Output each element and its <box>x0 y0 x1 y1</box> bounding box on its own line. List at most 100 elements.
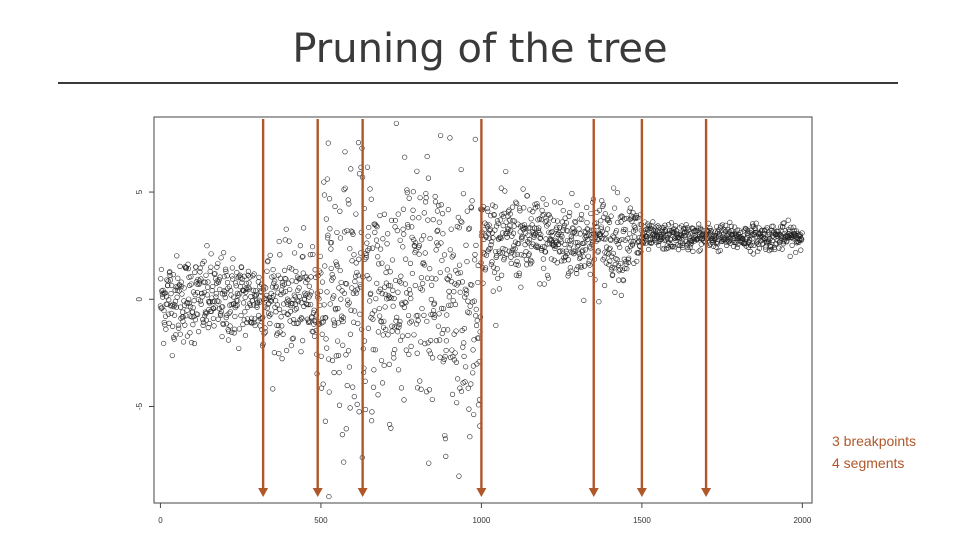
data-point <box>176 288 182 294</box>
data-point <box>344 297 351 303</box>
data-point <box>169 352 175 359</box>
data-point <box>374 280 380 286</box>
data-point <box>331 322 337 329</box>
data-point <box>327 301 333 307</box>
data-point <box>243 285 249 291</box>
breakpoint-arrow-head <box>701 488 712 497</box>
data-point <box>594 230 601 236</box>
data-point <box>386 283 392 289</box>
data-point <box>308 302 314 308</box>
data-point <box>673 228 680 234</box>
data-point <box>606 262 612 268</box>
data-point <box>420 280 426 287</box>
data-point <box>222 266 229 272</box>
data-point <box>403 256 409 262</box>
data-point <box>305 277 311 283</box>
data-point <box>267 320 273 327</box>
data-point <box>391 295 397 302</box>
data-point <box>488 242 494 248</box>
data-point <box>512 252 518 258</box>
data-point <box>787 253 793 259</box>
data-point <box>386 295 392 301</box>
data-point <box>368 196 374 202</box>
data-point <box>405 224 411 230</box>
data-point <box>534 244 540 251</box>
data-point <box>582 235 588 241</box>
data-point <box>199 294 205 300</box>
data-point <box>402 299 408 305</box>
data-point <box>216 299 222 305</box>
data-point <box>687 244 693 250</box>
data-point <box>456 280 462 286</box>
data-point <box>310 251 316 258</box>
data-point <box>578 264 584 271</box>
data-point <box>242 294 248 301</box>
data-point <box>438 240 444 246</box>
data-point <box>608 267 614 273</box>
data-point <box>173 304 180 310</box>
data-point <box>242 309 248 315</box>
data-point <box>525 239 531 245</box>
data-point <box>669 244 675 250</box>
data-point <box>282 267 288 274</box>
data-point <box>320 381 326 387</box>
data-point <box>490 202 496 208</box>
data-point <box>568 233 574 239</box>
data-point <box>381 211 388 217</box>
data-point <box>214 264 220 270</box>
data-point <box>458 166 464 173</box>
data-point <box>385 332 391 338</box>
data-point <box>165 311 172 317</box>
data-point <box>577 254 584 260</box>
scatter-points <box>157 120 805 500</box>
data-point <box>308 274 314 280</box>
data-point <box>370 346 376 353</box>
data-point <box>348 307 354 313</box>
data-point <box>458 218 464 224</box>
data-point <box>404 187 410 193</box>
data-point <box>618 260 624 267</box>
data-point <box>201 289 207 295</box>
data-point <box>226 284 233 290</box>
data-point <box>280 283 286 289</box>
data-point <box>165 278 171 284</box>
data-point <box>488 213 494 219</box>
data-point <box>749 236 755 242</box>
data-point <box>252 322 258 329</box>
data-point <box>340 342 346 348</box>
data-point <box>549 229 555 235</box>
data-point <box>471 298 477 304</box>
data-point <box>244 286 250 292</box>
data-point <box>697 247 703 253</box>
data-point <box>541 265 547 271</box>
data-point <box>265 310 272 316</box>
data-point <box>235 298 241 304</box>
data-point <box>322 315 328 321</box>
data-point <box>537 235 544 241</box>
data-point <box>254 302 260 308</box>
data-point <box>474 317 480 324</box>
data-point <box>508 260 514 266</box>
data-point <box>226 328 232 334</box>
data-point <box>272 278 278 284</box>
data-point <box>627 216 633 222</box>
data-point <box>487 245 493 251</box>
data-point <box>438 132 444 139</box>
data-point <box>574 270 580 277</box>
data-point <box>300 253 306 260</box>
data-point <box>394 228 400 234</box>
data-point <box>182 322 188 328</box>
data-point <box>215 279 222 285</box>
data-point <box>319 320 325 326</box>
data-point <box>540 256 546 262</box>
data-point <box>469 282 475 288</box>
data-point <box>473 306 479 312</box>
data-point <box>438 305 445 311</box>
x-tick-label: 2000 <box>793 516 811 525</box>
x-tick-label: 1500 <box>633 516 651 525</box>
data-point <box>221 250 227 256</box>
data-point <box>463 291 469 297</box>
data-point <box>525 225 531 231</box>
data-point <box>172 287 178 293</box>
data-point <box>170 272 176 278</box>
